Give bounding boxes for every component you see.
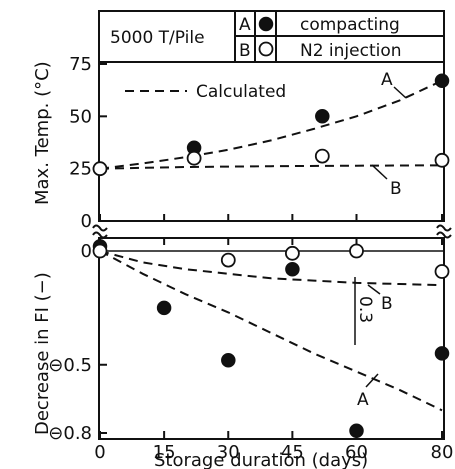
data-point-b [92,161,108,177]
top-points [92,73,450,177]
top-a-pointer [393,86,407,99]
data-point-a [315,109,330,124]
axis-break-right [436,224,452,239]
data-point-b [186,150,202,166]
bottom-ticks: 0⊖0.5⊖0.80 15 30 45 60 80 [48,238,453,463]
x-tick-label: 15 [153,442,176,463]
gap-label: 0.3 [355,296,375,323]
top-y-tick-label: 25 [69,159,92,180]
x-tick-label: 80 [431,442,454,463]
bottom-y-tick-label: ⊖0.8 [48,423,92,444]
legend-label-b: N2 injection [300,41,402,61]
data-point-a [285,261,300,277]
top-y-tick-label: 0 [81,211,92,232]
bottom-y-axis-label: Decrease in FI (−) [32,272,53,435]
calculated-curve-b [99,164,443,170]
x-tick-label: 60 [345,442,368,463]
bottom-b-pointer [367,284,381,295]
data-point-a [434,346,450,361]
data-point-b [314,148,330,164]
top-y-ticks: 0 25 50 75 [69,54,443,232]
data-point-b [434,264,450,279]
calculated-curve-b [99,250,443,287]
x-tick-label: 45 [281,442,304,463]
top-b-pointer [371,164,388,180]
top-y-axis-label: Max. Temp. (°C) [32,61,53,205]
x-tick-label: 0 [94,442,105,463]
bottom-y-tick-label: ⊖0.5 [48,355,92,376]
axis-break-left [92,224,108,239]
legend-key-b: B [239,41,251,61]
top-curves [99,79,443,170]
bottom-points [92,239,450,438]
top-y-tick-label: 75 [69,54,92,75]
bottom-y-tick-label: 0 [81,241,92,262]
bottom-curves [99,250,443,412]
data-point-a [434,73,450,88]
top-curve-b-label: B [390,179,402,199]
data-point-b [284,245,300,261]
calculated-curve-a [99,250,443,412]
bottom-curve-a-label: A [357,390,369,410]
curve-annotations: A B 0.3 B A [354,70,407,410]
legend-label-b-text: N2 injection [300,41,402,61]
calculated-label: Calculated [196,82,286,102]
data-point-b [220,252,236,268]
bottom-curve-b-label: B [381,294,393,314]
legend-label-a: compacting [300,15,400,35]
x-axis-label: Storage duration (days) [154,450,368,469]
top-y-tick-label: 50 [69,106,92,127]
data-point-b [349,243,364,259]
data-point-b [92,243,108,259]
x-tick-label: 30 [217,442,240,463]
bottom-panel-frame [98,237,445,440]
top-curve-a-label: A [381,70,393,90]
data-point-b [434,152,450,168]
data-point-a [221,352,236,368]
legend-title: 5000 T/Pile [110,28,205,48]
legend-marker-filled [258,16,274,32]
data-point-a [349,423,364,438]
legend: 5000 T/Pile A B compacting N2 injection … [99,11,444,102]
legend-marker-open [258,41,274,57]
calculated-curve-a [99,79,443,170]
bottom-a-pointer [365,373,379,388]
data-point-a [156,300,172,316]
legend-key-a: A [239,15,251,35]
